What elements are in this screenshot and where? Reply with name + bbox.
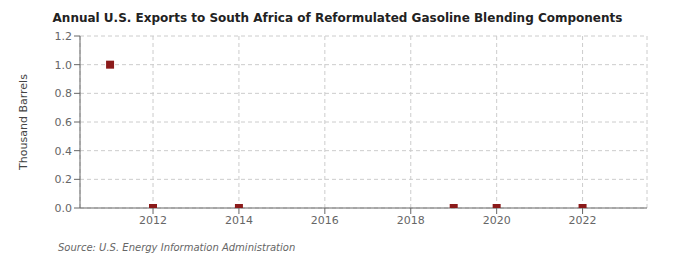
svg-text:0.6: 0.6	[55, 116, 73, 129]
svg-text:2018: 2018	[397, 214, 425, 227]
svg-text:2016: 2016	[311, 214, 339, 227]
svg-text:1.2: 1.2	[55, 30, 73, 43]
svg-text:0.8: 0.8	[55, 87, 73, 100]
svg-text:0.4: 0.4	[55, 145, 73, 158]
svg-text:2014: 2014	[225, 214, 253, 227]
svg-text:0.0: 0.0	[55, 202, 73, 215]
html-text:Annual U.S. Exports to South A: Annual U.S. Exports to South Africa of R…	[52, 11, 623, 25]
svg-text:2020: 2020	[483, 214, 511, 227]
html-text:Source: U.S. Energy Informatio: Source: U.S. Energy Information Administ…	[58, 242, 296, 253]
svg-text:2012: 2012	[139, 214, 167, 227]
svg-text:Thousand Barrels: Thousand Barrels	[17, 74, 30, 171]
svg-text:0.2: 0.2	[55, 173, 73, 186]
svg-text:1.0: 1.0	[55, 59, 73, 72]
svg-text:2022: 2022	[569, 214, 597, 227]
